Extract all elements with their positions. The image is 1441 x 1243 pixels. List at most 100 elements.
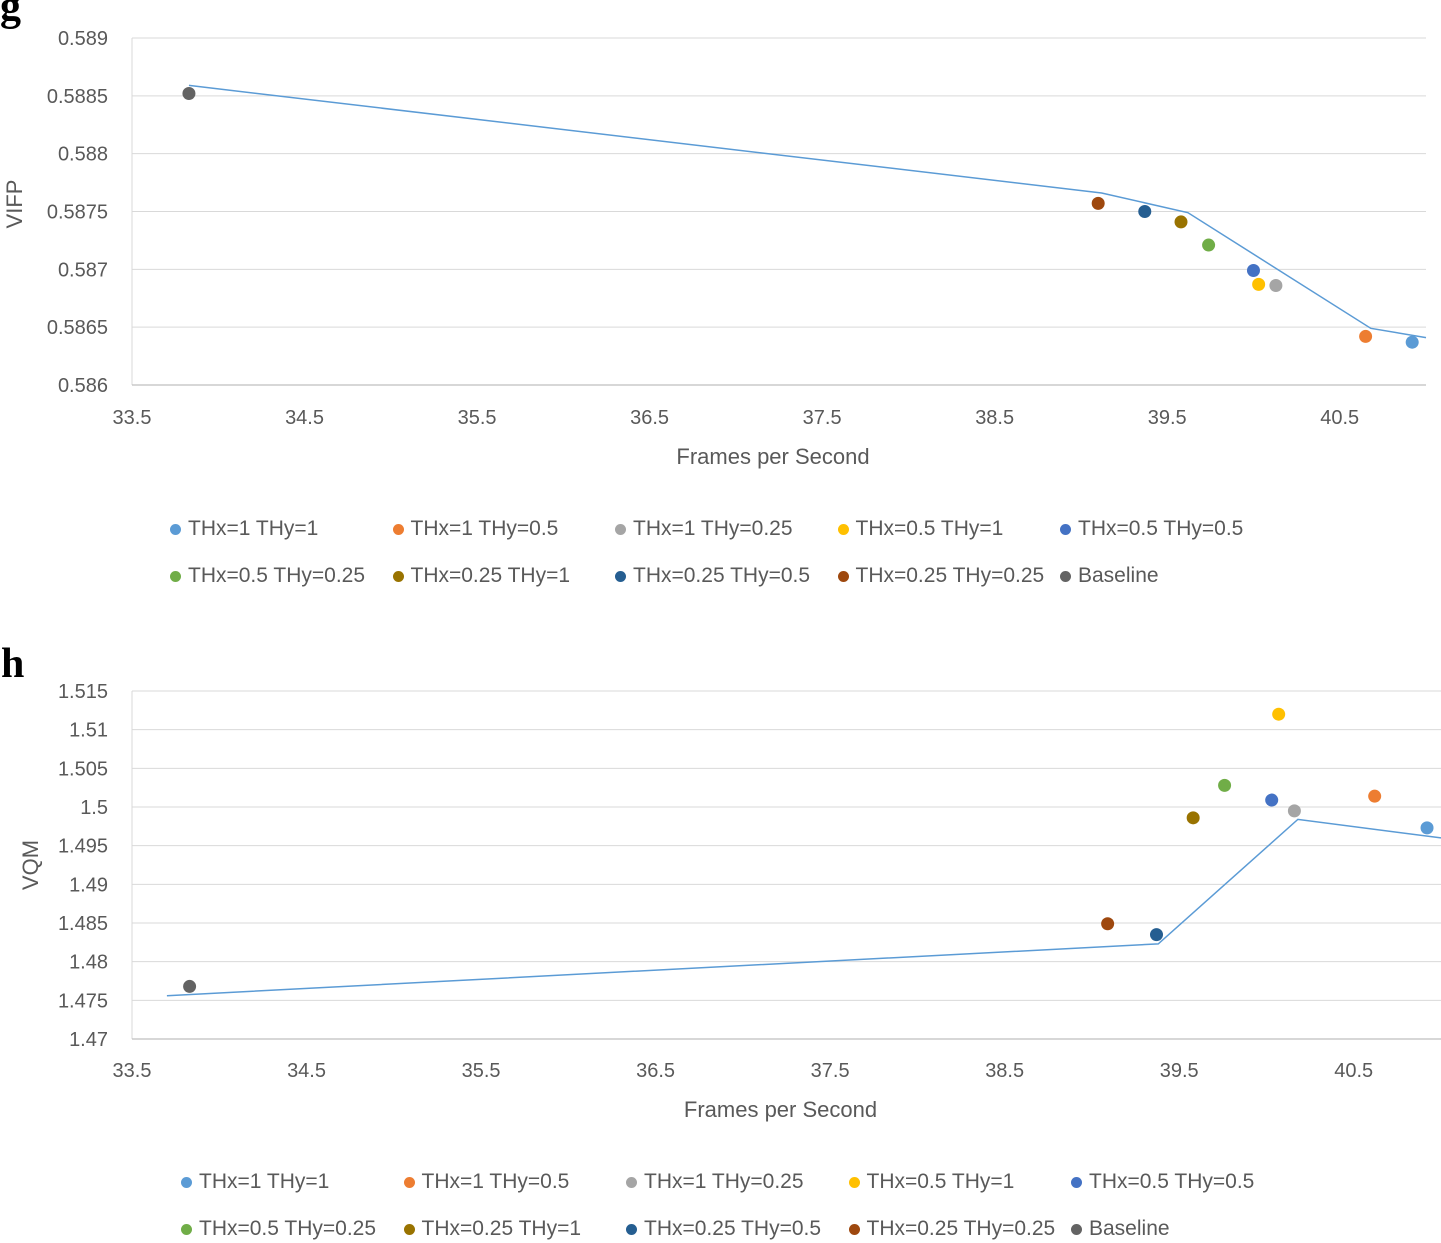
data-point <box>1420 821 1434 835</box>
legend-item: THx=0.5 THy=0.5 <box>1060 517 1243 541</box>
legend-swatch <box>403 1223 415 1235</box>
data-point <box>1252 277 1266 291</box>
legend-item: THx=0.25 THy=0.5 <box>626 1217 821 1241</box>
data-point <box>1150 928 1164 942</box>
x-tick-label: 33.5 <box>113 1060 152 1082</box>
legend-label: THx=0.25 THy=0.25 <box>866 1217 1056 1240</box>
legend-label: THx=1 THy=1 <box>188 517 319 540</box>
legend-swatch <box>848 1176 860 1188</box>
legend-swatch <box>170 570 181 582</box>
legend-label: THx=1 THy=0.25 <box>633 517 793 540</box>
y-tick-label: 0.5885 <box>47 86 108 108</box>
data-point <box>1138 205 1152 218</box>
y-tick-label: 0.589 <box>58 28 108 50</box>
legend-swatch <box>837 523 849 535</box>
legend-item: THx=0.25 THy=1 <box>392 564 571 588</box>
legend-swatch <box>170 523 181 535</box>
x-tick-label: 36.5 <box>636 1060 675 1082</box>
legend-swatch <box>626 1223 637 1235</box>
y-tick-label: 0.586 <box>58 375 108 397</box>
legend-item: THx=1 THy=0.25 <box>615 517 793 541</box>
x-axis-title: Frames per Second <box>684 1097 877 1122</box>
legend-item: THx=0.5 THy=1 <box>848 1170 1015 1194</box>
data-point <box>1101 917 1115 931</box>
y-tick-label: 1.49 <box>69 874 108 896</box>
y-tick-label: 1.515 <box>58 681 108 703</box>
legend-label: THx=0.5 THy=1 <box>866 1170 1015 1193</box>
data-point <box>1287 804 1301 818</box>
panel-label-g: g <box>0 0 21 30</box>
x-tick-label: 36.5 <box>630 407 669 429</box>
legend-label: THx=0.5 THy=0.5 <box>1089 1170 1255 1193</box>
legend-label: Baseline <box>1078 564 1159 587</box>
data-point <box>1091 196 1105 210</box>
legend-label: Baseline <box>1089 1217 1170 1240</box>
legend-label: THx=0.5 THy=1 <box>855 517 1004 540</box>
data-point <box>1246 263 1260 277</box>
legend-swatch <box>626 1176 637 1188</box>
legend-swatch <box>1060 570 1071 582</box>
legend-item: THx=1 THy=0.25 <box>626 1170 804 1194</box>
y-tick-label: 0.5865 <box>47 317 108 339</box>
x-tick-label: 39.5 <box>1160 1060 1199 1082</box>
x-tick-label: 38.5 <box>985 1060 1024 1082</box>
data-point <box>1174 215 1188 229</box>
legend-item: THx=1 THy=0.5 <box>392 517 559 541</box>
legend-swatch <box>1071 1176 1082 1188</box>
legend-label: THx=0.5 THy=0.5 <box>1078 517 1244 540</box>
legend-label: THx=0.25 THy=0.5 <box>644 1217 822 1240</box>
data-point <box>182 87 196 101</box>
legend-item: THx=1 THy=1 <box>181 1170 329 1194</box>
x-axis-title: Frames per Second <box>676 444 869 469</box>
legend-label: THx=1 THy=0.25 <box>644 1170 804 1193</box>
x-tick-label: 33.5 <box>113 407 152 429</box>
y-tick-label: 1.495 <box>58 836 108 858</box>
x-tick-label: 35.5 <box>462 1060 501 1082</box>
legend-swatch <box>403 1176 415 1188</box>
x-tick-label: 39.5 <box>1148 407 1187 429</box>
legend-label: THx=1 THy=0.5 <box>410 517 559 540</box>
legend-item: THx=1 THy=1 <box>170 517 318 541</box>
x-tick-label: 38.5 <box>975 407 1014 429</box>
legend-swatch <box>1060 523 1071 535</box>
legend-swatch <box>392 570 404 582</box>
y-tick-label: 1.47 <box>69 1029 108 1051</box>
legend-item: THx=0.25 THy=1 <box>403 1217 582 1241</box>
x-tick-label: 34.5 <box>287 1060 326 1082</box>
y-tick-label: 1.505 <box>58 758 108 780</box>
legend-item: THx=1 THy=0.5 <box>403 1170 569 1194</box>
legend-swatch <box>615 570 626 582</box>
legend-label: THx=0.25 THy=0.5 <box>633 564 811 587</box>
legend-label: THx=0.25 THy=1 <box>410 564 571 587</box>
legend-label: THx=0.25 THy=0.25 <box>855 564 1045 587</box>
legend-item: THx=0.5 THy=0.5 <box>1071 1170 1254 1194</box>
data-point <box>1269 279 1283 293</box>
data-point <box>1218 778 1232 792</box>
data-point <box>1265 793 1279 807</box>
legend-label: THx=0.5 THy=0.25 <box>199 1217 377 1240</box>
legend-label: THx=0.25 THy=1 <box>421 1217 582 1240</box>
legend-item: THx=0.25 THy=0.5 <box>615 564 810 588</box>
legend-swatch <box>837 570 849 582</box>
legend-swatch <box>1071 1223 1082 1235</box>
chart-vqm: 1.47 1.475 1.48 1.485 1.49 1.495 1.5 1.505 1.51 1… <box>18 681 1441 1122</box>
y-tick-label: 1.475 <box>58 990 108 1012</box>
legend-swatch <box>392 523 404 535</box>
y-tick-label: 1.48 <box>69 952 108 974</box>
y-tick-label: 0.5875 <box>47 202 108 224</box>
data-point <box>1405 335 1419 349</box>
data-point <box>1202 238 1216 252</box>
data-point <box>1368 789 1382 803</box>
x-tick-label: 37.5 <box>811 1060 850 1082</box>
legend-swatch <box>181 1223 192 1235</box>
chart-vifp: 0.586 0.5865 0.587 0.5875 0.588 0.5885 0.589 33… <box>2 28 1427 469</box>
data-point <box>183 979 197 993</box>
trendline <box>188 84 1427 339</box>
x-tick-label: 40.5 <box>1334 1060 1373 1082</box>
x-tick-label: 37.5 <box>803 407 842 429</box>
legend-swatch <box>848 1223 860 1235</box>
y-axis-title: VQM <box>18 840 43 890</box>
legend-item: THx=0.25 THy=0.25 <box>837 564 1045 588</box>
y-axis-title: VIFP <box>2 180 27 229</box>
